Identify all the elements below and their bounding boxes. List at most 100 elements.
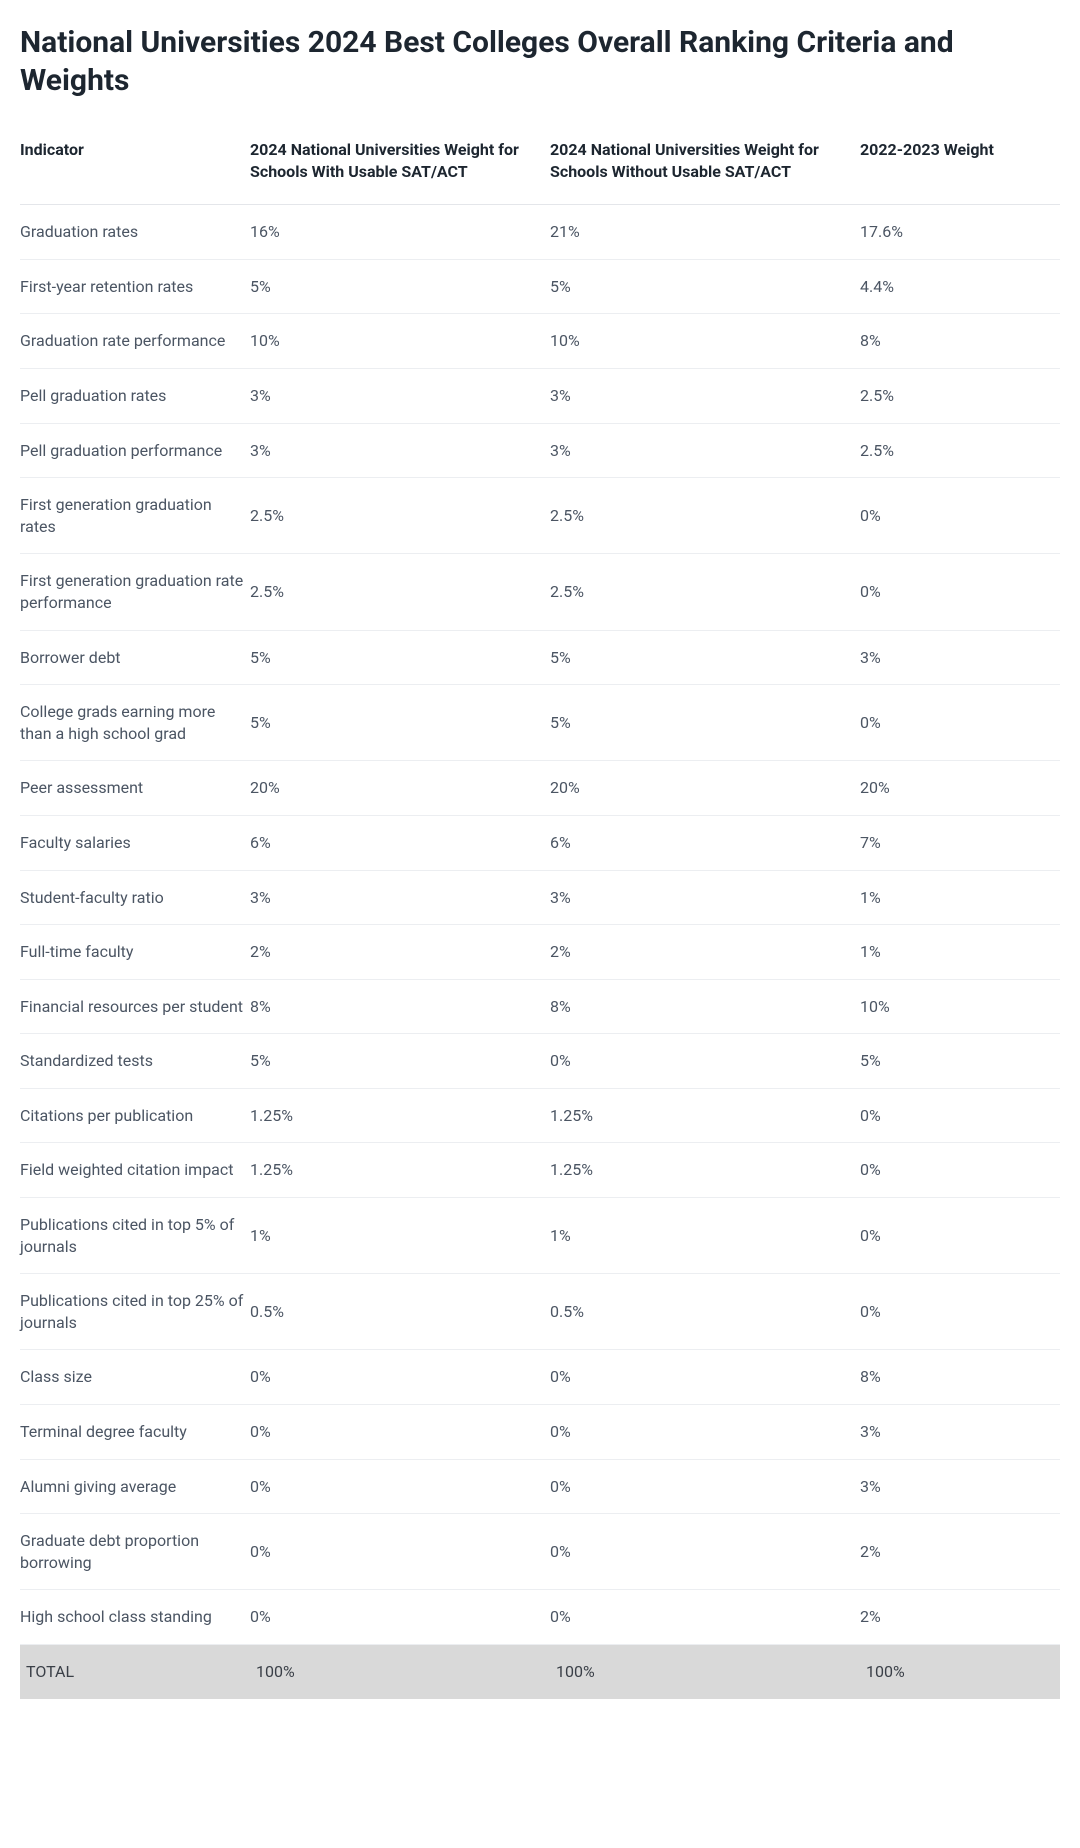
table-cell: 20%: [250, 761, 550, 816]
table-cell: Pell graduation rates: [20, 368, 250, 423]
table-row: High school class standing0%0%2%: [20, 1590, 1060, 1645]
table-row: Pell graduation rates3%3%2.5%: [20, 368, 1060, 423]
table-cell: 2%: [550, 925, 860, 980]
table-cell: 3%: [860, 1459, 1060, 1514]
table-total-row: TOTAL100%100%100%: [20, 1645, 1060, 1699]
table-cell: 0%: [860, 478, 1060, 554]
table-cell: 3%: [860, 630, 1060, 685]
table-row: First generation graduation rates2.5%2.5…: [20, 478, 1060, 554]
table-cell: Publications cited in top 5% of journals: [20, 1198, 250, 1274]
table-cell: Alumni giving average: [20, 1459, 250, 1514]
table-cell: 5%: [250, 1034, 550, 1089]
table-cell: 5%: [250, 685, 550, 761]
table-cell: 2%: [860, 1590, 1060, 1645]
table-cell: 5%: [550, 630, 860, 685]
column-header-indicator: Indicator: [20, 127, 250, 205]
table-cell: 17.6%: [860, 205, 1060, 260]
table-row: First generation graduation rate perform…: [20, 554, 1060, 630]
table-cell: 21%: [550, 205, 860, 260]
table-cell: Financial resources per student: [20, 979, 250, 1034]
table-cell: 0%: [550, 1405, 860, 1460]
table-cell: 3%: [250, 423, 550, 478]
table-cell: 3%: [250, 870, 550, 925]
table-cell: 2.5%: [860, 423, 1060, 478]
table-row: Pell graduation performance3%3%2.5%: [20, 423, 1060, 478]
table-cell: 0%: [250, 1514, 550, 1590]
table-cell: 8%: [250, 979, 550, 1034]
table-cell: 5%: [250, 259, 550, 314]
column-header-without-sat: 2024 National Universities Weight for Sc…: [550, 127, 860, 205]
table-cell: First generation graduation rate perform…: [20, 554, 250, 630]
table-cell: 2%: [860, 1514, 1060, 1590]
table-cell: 2.5%: [550, 478, 860, 554]
table-cell: Peer assessment: [20, 761, 250, 816]
table-cell: 0%: [550, 1034, 860, 1089]
table-cell: 6%: [250, 815, 550, 870]
table-row: First-year retention rates5%5%4.4%: [20, 259, 1060, 314]
table-cell: Graduation rates: [20, 205, 250, 260]
table-cell: Faculty salaries: [20, 815, 250, 870]
table-row: Standardized tests5%0%5%: [20, 1034, 1060, 1089]
table-cell: Student-faculty ratio: [20, 870, 250, 925]
table-row: Financial resources per student8%8%10%: [20, 979, 1060, 1034]
table-row: Faculty salaries6%6%7%: [20, 815, 1060, 870]
table-cell: 0%: [250, 1459, 550, 1514]
table-row: Publications cited in top 25% of journal…: [20, 1274, 1060, 1350]
table-cell: 0%: [550, 1514, 860, 1590]
table-cell: 0%: [550, 1590, 860, 1645]
table-total-cell: TOTAL: [20, 1645, 250, 1699]
table-cell: Terminal degree faculty: [20, 1405, 250, 1460]
table-cell: Standardized tests: [20, 1034, 250, 1089]
table-cell: 8%: [860, 314, 1060, 369]
table-cell: 3%: [550, 870, 860, 925]
table-cell: 5%: [860, 1034, 1060, 1089]
table-cell: 0%: [860, 1088, 1060, 1143]
table-cell: 1.25%: [550, 1088, 860, 1143]
table-cell: 2.5%: [250, 478, 550, 554]
table-total-cell: 100%: [250, 1645, 550, 1699]
table-cell: 2.5%: [250, 554, 550, 630]
table-cell: 5%: [550, 685, 860, 761]
table-cell: 3%: [250, 368, 550, 423]
table-row: Borrower debt5%5%3%: [20, 630, 1060, 685]
table-cell: Full-time faculty: [20, 925, 250, 980]
table-row: Citations per publication1.25%1.25%0%: [20, 1088, 1060, 1143]
criteria-table: Indicator 2024 National Universities Wei…: [20, 127, 1060, 1699]
table-cell: 0.5%: [250, 1274, 550, 1350]
table-cell: 3%: [550, 423, 860, 478]
table-cell: 2.5%: [550, 554, 860, 630]
table-cell: 16%: [250, 205, 550, 260]
table-row: Field weighted citation impact1.25%1.25%…: [20, 1143, 1060, 1198]
table-row: College grads earning more than a high s…: [20, 685, 1060, 761]
table-cell: 10%: [860, 979, 1060, 1034]
table-cell: 0%: [250, 1405, 550, 1460]
table-row: Graduation rate performance10%10%8%: [20, 314, 1060, 369]
table-cell: 2%: [250, 925, 550, 980]
table-cell: 7%: [860, 815, 1060, 870]
table-cell: 2.5%: [860, 368, 1060, 423]
table-row: Student-faculty ratio3%3%1%: [20, 870, 1060, 925]
table-cell: First generation graduation rates: [20, 478, 250, 554]
table-total-cell: 100%: [860, 1645, 1060, 1699]
table-cell: 5%: [250, 630, 550, 685]
table-row: Publications cited in top 5% of journals…: [20, 1198, 1060, 1274]
table-cell: 0%: [860, 685, 1060, 761]
table-cell: 4.4%: [860, 259, 1060, 314]
table-cell: 8%: [860, 1350, 1060, 1405]
table-cell: 20%: [550, 761, 860, 816]
table-cell: Graduate debt proportion borrowing: [20, 1514, 250, 1590]
table-cell: 1.25%: [250, 1143, 550, 1198]
table-header-row: Indicator 2024 National Universities Wei…: [20, 127, 1060, 205]
table-row: Peer assessment20%20%20%: [20, 761, 1060, 816]
table-cell: Graduation rate performance: [20, 314, 250, 369]
table-row: Graduation rates16%21%17.6%: [20, 205, 1060, 260]
table-cell: 3%: [860, 1405, 1060, 1460]
table-cell: 10%: [550, 314, 860, 369]
table-cell: 0%: [250, 1350, 550, 1405]
table-cell: 1.25%: [550, 1143, 860, 1198]
table-row: Full-time faculty2%2%1%: [20, 925, 1060, 980]
table-cell: College grads earning more than a high s…: [20, 685, 250, 761]
table-cell: First-year retention rates: [20, 259, 250, 314]
table-cell: 0%: [550, 1459, 860, 1514]
table-cell: 8%: [550, 979, 860, 1034]
